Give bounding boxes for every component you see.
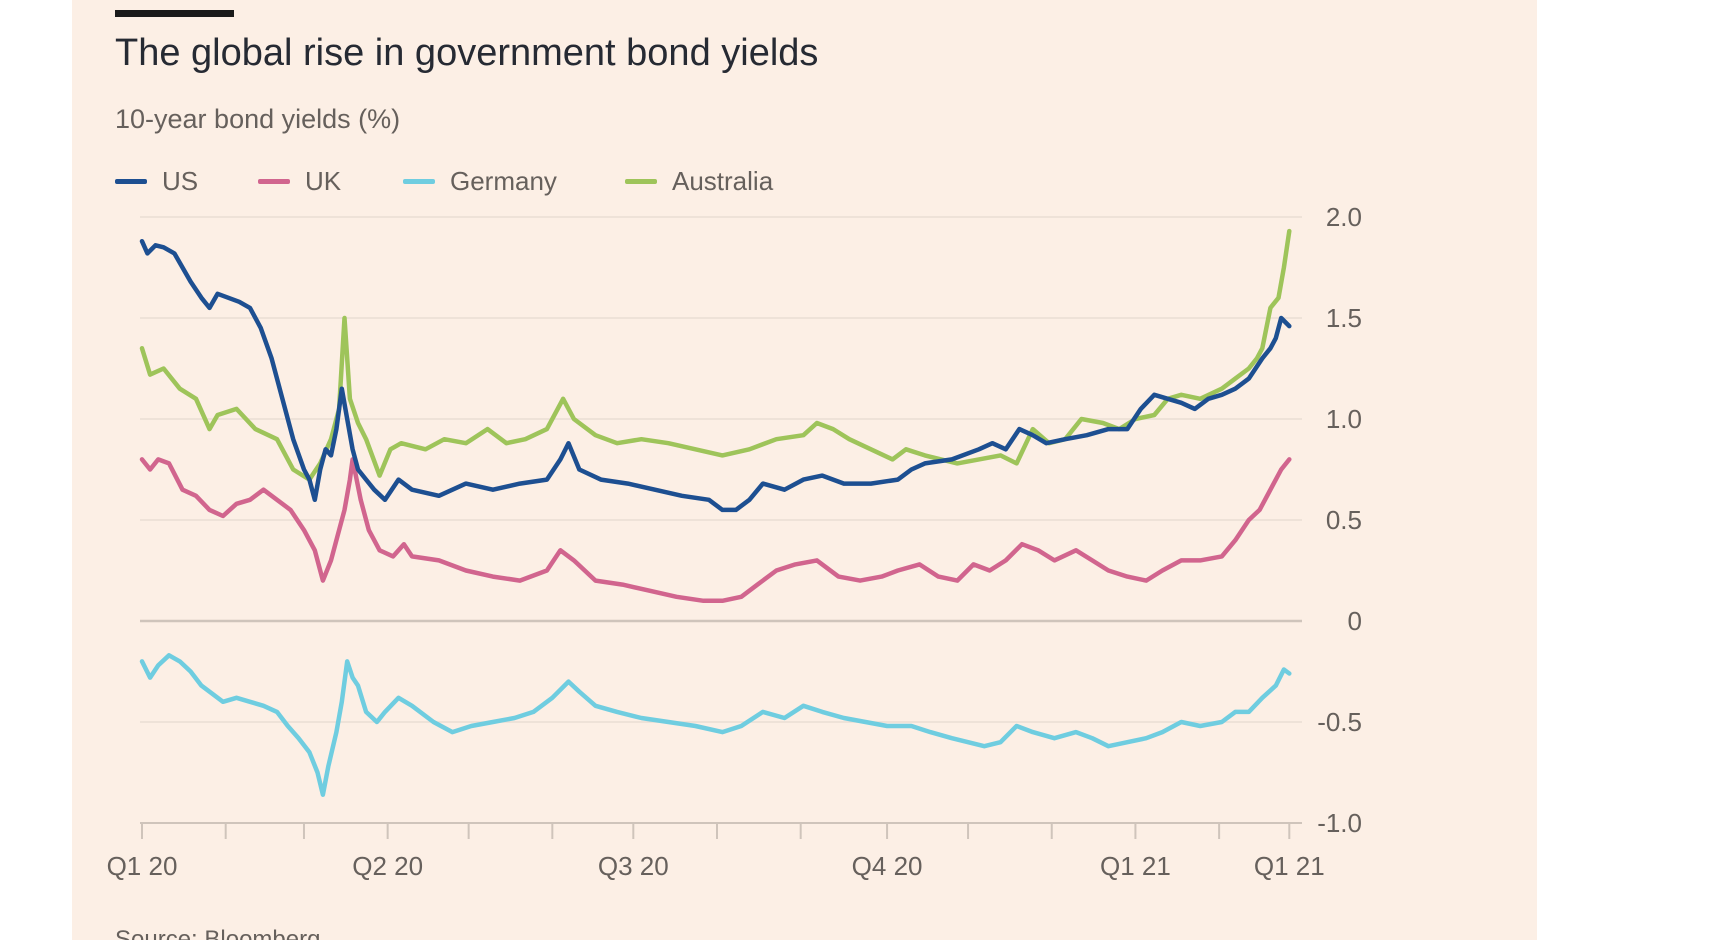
legend-item-us: US — [115, 166, 198, 196]
x-tick-label: Q1 20 — [107, 851, 178, 881]
legend-swatch-australia — [625, 178, 657, 184]
y-tick-label: 1.0 — [1326, 404, 1362, 434]
legend-label-us: US — [162, 165, 199, 196]
chart-subtitle: 10-year bond yields (%) — [115, 104, 401, 134]
x-tick-label: Q2 20 — [352, 851, 423, 881]
y-tick-label: 1.5 — [1326, 303, 1362, 333]
y-tick-label: 0.5 — [1326, 505, 1362, 535]
x-tick-label: Q1 21 — [1100, 851, 1171, 881]
chart-title: The global rise in government bond yield… — [115, 32, 819, 74]
series-line-us — [139, 238, 1292, 513]
chart-card: The global rise in government bond yield… — [72, 0, 1537, 940]
legend-label-germany: Germany — [450, 165, 557, 196]
legend-item-germany: Germany — [403, 166, 557, 196]
y-tick-label: -1.0 — [1317, 808, 1362, 838]
legend-swatch-uk — [258, 178, 290, 184]
series-line-germany — [139, 653, 1292, 797]
line-chart: 2.0 1.5 1.0 0.5 0 -0.5 -1.0 Q1 20 Q2 20 Q3 20 Q4 2… — [107, 202, 1362, 881]
source-note: Source: Bloomberg — [115, 926, 321, 940]
series-line-australia — [139, 228, 1292, 482]
legend-item-australia: Australia — [625, 166, 773, 196]
y-tick-label: -0.5 — [1317, 707, 1362, 737]
series-line-uk — [139, 457, 1292, 604]
y-tick-label: 0 — [1348, 606, 1362, 636]
accent-bar — [115, 10, 234, 17]
legend-label-uk: UK — [305, 165, 342, 196]
x-tick-label: Q1 21 — [1254, 851, 1325, 881]
legend-swatch-us — [115, 178, 147, 184]
legend-item-uk: UK — [258, 166, 341, 196]
x-tick-label: Q4 20 — [852, 851, 923, 881]
legend-swatch-germany — [403, 178, 435, 184]
legend-label-australia: Australia — [672, 165, 774, 196]
x-tick-label: Q3 20 — [598, 851, 669, 881]
y-tick-label: 2.0 — [1326, 202, 1362, 232]
